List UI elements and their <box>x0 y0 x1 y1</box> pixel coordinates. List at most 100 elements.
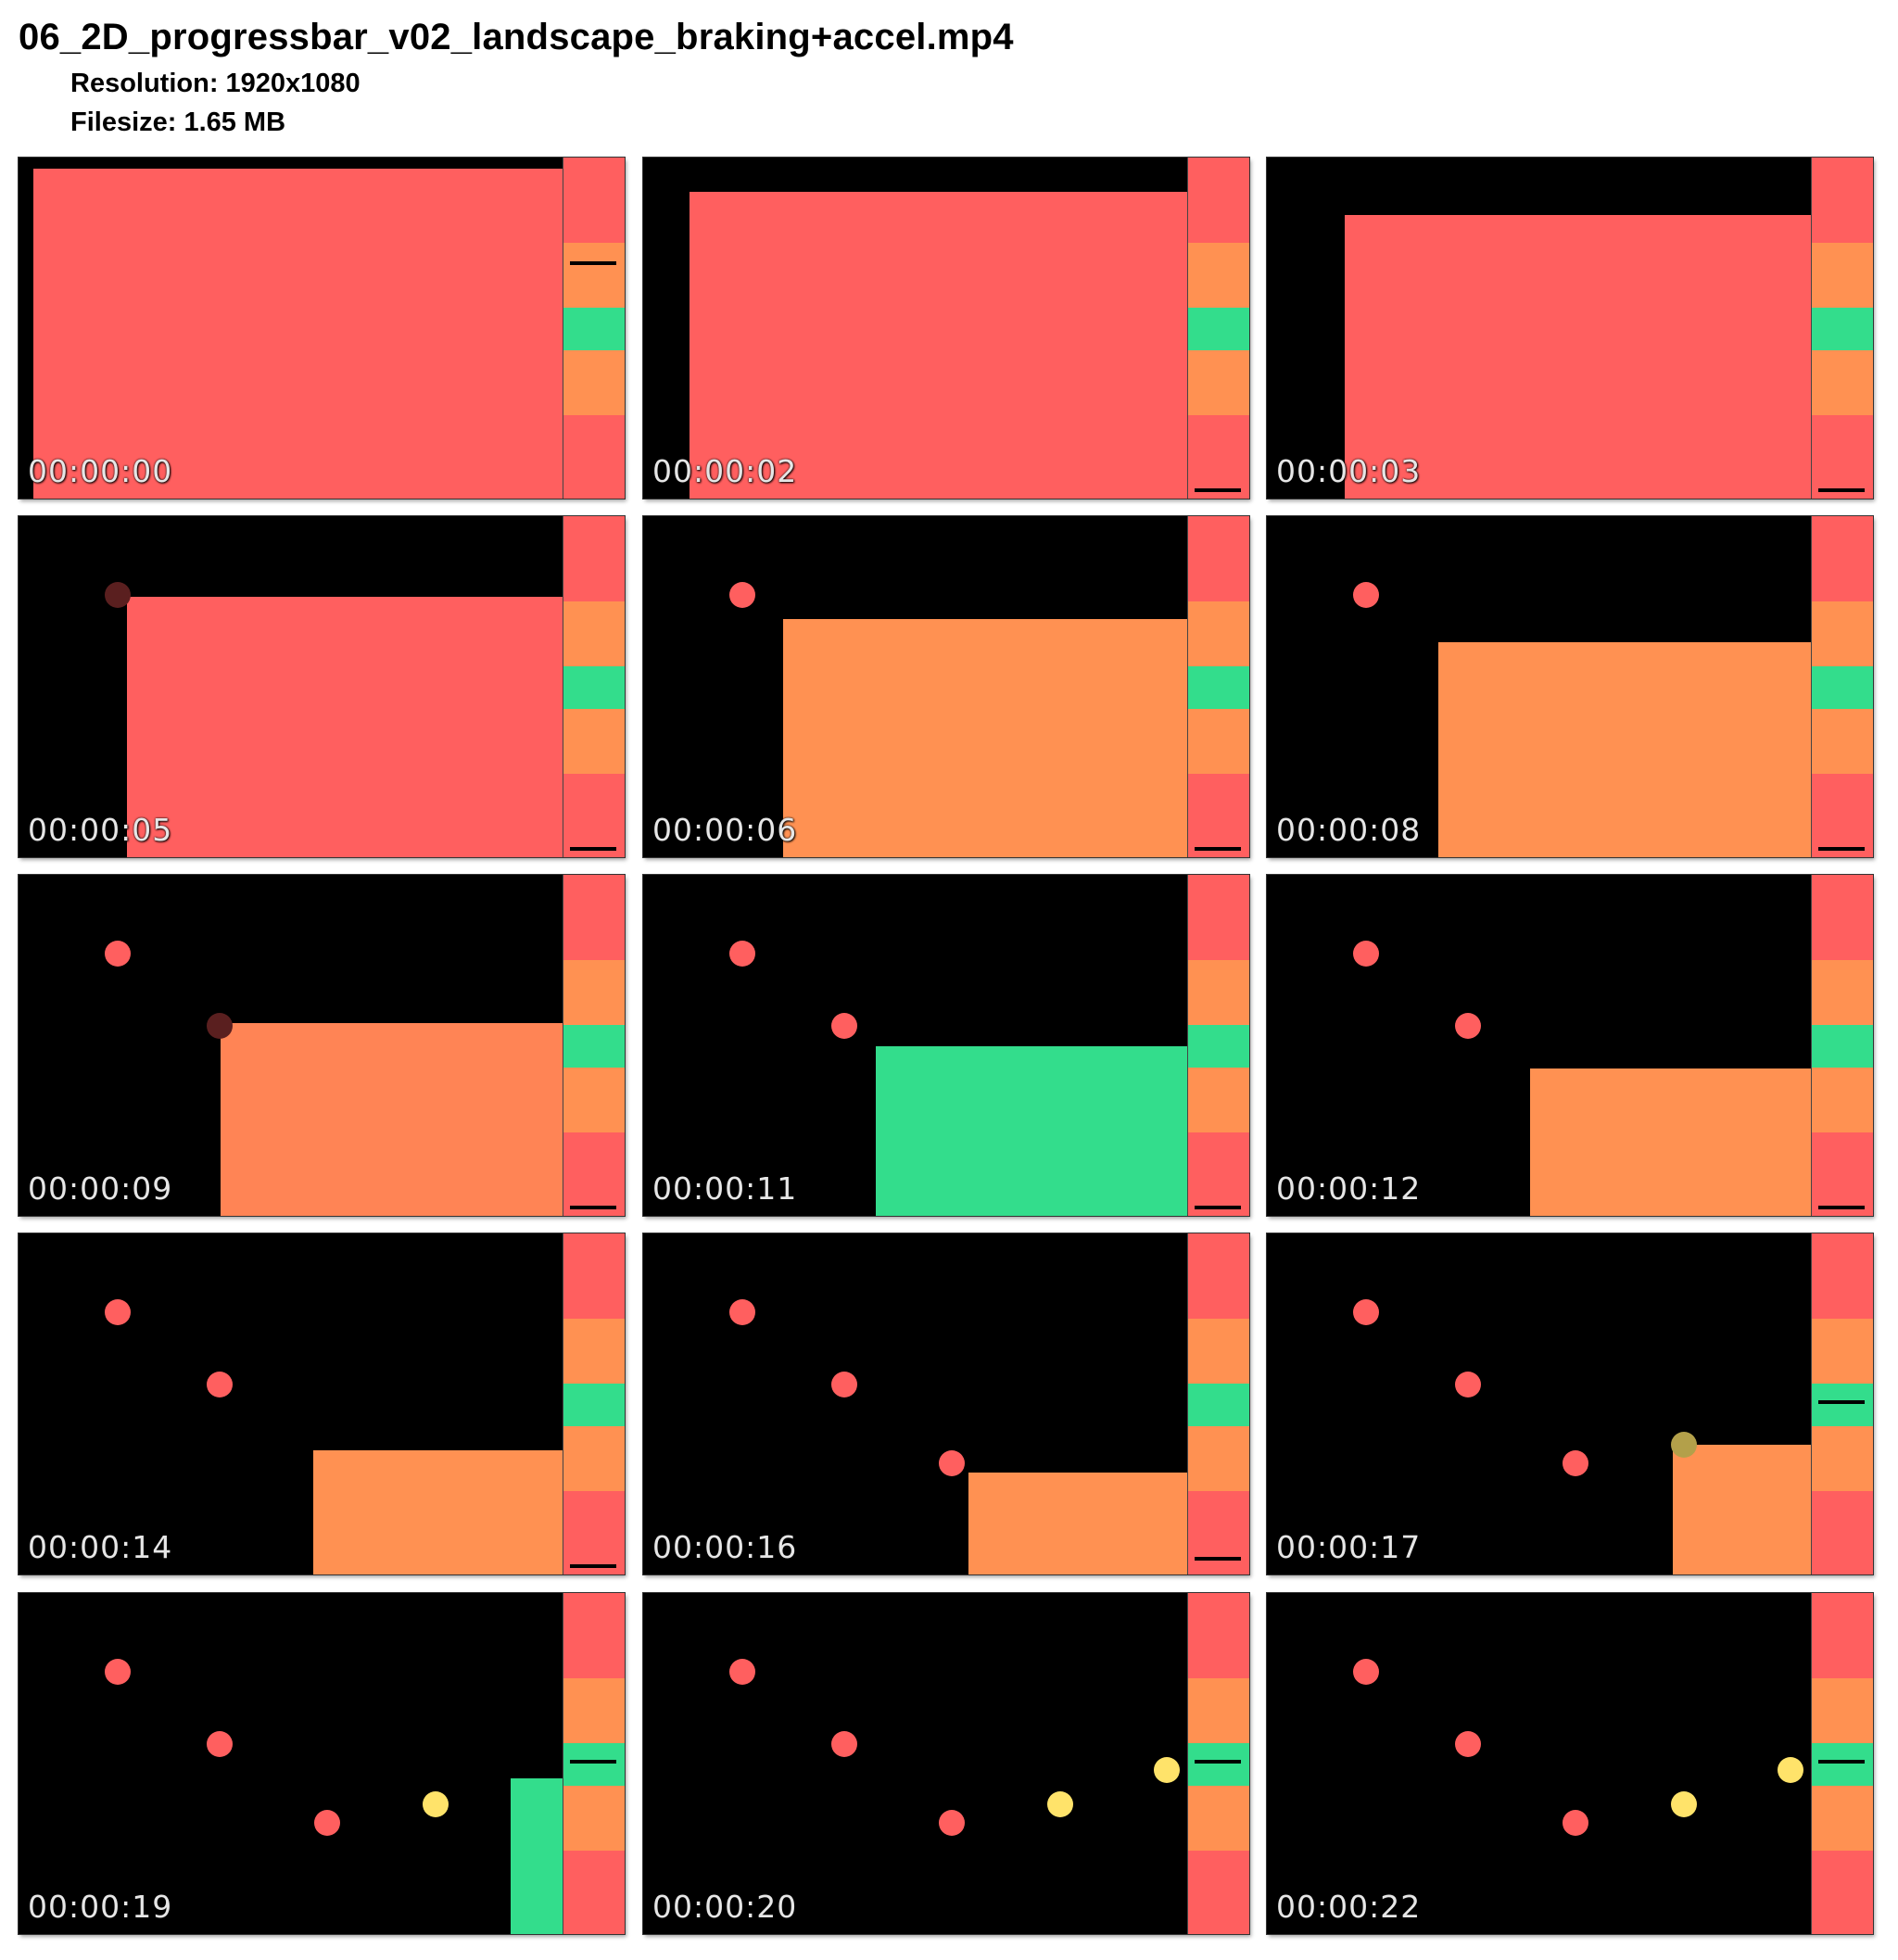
trail-dot <box>1671 1432 1697 1458</box>
color-zone-band <box>1187 665 1249 709</box>
trail-dot <box>207 1731 233 1757</box>
trail-dot <box>1353 1659 1379 1685</box>
frame-timestamp: 00:00:08 <box>1276 812 1422 848</box>
color-zone-band <box>1811 1678 1873 1743</box>
trail-dot <box>729 941 755 967</box>
video-frame-thumbnail[interactable]: 00:00:09 <box>18 874 626 1217</box>
color-zone-stack <box>1187 1593 1249 1934</box>
color-zone-band <box>1187 1319 1249 1384</box>
color-zone-band <box>1811 1024 1873 1068</box>
color-zone-band <box>563 1593 625 1678</box>
frame-timestamp: 00:00:22 <box>1276 1889 1422 1925</box>
trail-dot <box>423 1791 449 1817</box>
color-zone-band <box>563 349 625 415</box>
color-zone-band <box>1187 1593 1249 1678</box>
color-zone-band <box>1187 307 1249 350</box>
video-frame-thumbnail[interactable]: 00:00:02 <box>642 157 1250 499</box>
color-zone-band <box>1187 1850 1249 1934</box>
color-zone-stack <box>1187 158 1249 499</box>
position-marker <box>1195 1205 1241 1209</box>
color-zone-band <box>1187 1067 1249 1132</box>
progress-block <box>1530 1069 1811 1216</box>
color-zone-band <box>1187 1490 1249 1574</box>
trail-dot <box>729 1659 755 1685</box>
frame-timestamp: 00:00:19 <box>28 1889 173 1925</box>
video-frame-thumbnail[interactable]: 00:00:05 <box>18 515 626 858</box>
trail-dot <box>105 1659 131 1685</box>
video-frame-thumbnail[interactable]: 00:00:12 <box>1266 874 1874 1217</box>
color-zone-band <box>1811 243 1873 308</box>
color-zone-band <box>1811 1132 1873 1216</box>
color-zone-band <box>563 773 625 857</box>
video-frame-thumbnail[interactable]: 00:00:03 <box>1266 157 1874 499</box>
color-zone-band <box>563 1024 625 1068</box>
color-zone-band <box>1187 875 1249 960</box>
color-zone-stack <box>1811 875 1873 1216</box>
video-frame-thumbnail[interactable]: 00:00:11 <box>642 874 1250 1217</box>
color-zone-stack <box>1187 1233 1249 1574</box>
video-frame-thumbnail[interactable]: 00:00:17 <box>1266 1233 1874 1575</box>
frame-timestamp: 00:00:00 <box>28 453 173 489</box>
trail-dot <box>1455 1731 1481 1757</box>
color-zone-band <box>563 1490 625 1574</box>
video-frame-thumbnail[interactable]: 00:00:08 <box>1266 515 1874 858</box>
color-zone-band <box>1187 1132 1249 1216</box>
trail-dot <box>1353 941 1379 967</box>
position-marker <box>1818 1400 1865 1405</box>
position-marker <box>1818 1205 1865 1209</box>
color-zone-band <box>563 665 625 709</box>
color-zone-band <box>1187 708 1249 774</box>
color-zone-band <box>1811 307 1873 350</box>
progress-block <box>511 1778 563 1934</box>
resolution-line: Resolution: 1920x1080 <box>70 69 361 99</box>
video-frame-thumbnail[interactable]: 00:00:00 <box>18 157 626 499</box>
color-zone-stack <box>1187 516 1249 857</box>
frame-timestamp: 00:00:12 <box>1276 1170 1422 1207</box>
color-zone-stack <box>1187 875 1249 1216</box>
video-frame-thumbnail[interactable]: 00:00:22 <box>1266 1592 1874 1935</box>
video-frame-thumbnail[interactable]: 00:00:16 <box>642 1233 1250 1575</box>
color-zone-band <box>1811 665 1873 709</box>
color-zone-band <box>563 243 625 308</box>
video-frame-thumbnail[interactable]: 00:00:06 <box>642 515 1250 858</box>
trail-dot <box>1671 1791 1697 1817</box>
frame-timestamp: 00:00:05 <box>28 812 173 848</box>
trail-dot <box>1455 1013 1481 1039</box>
position-marker <box>570 261 616 266</box>
color-zone-stack <box>563 1233 625 1574</box>
trail-dot <box>1778 1757 1803 1783</box>
position-marker <box>570 1205 616 1209</box>
progress-block <box>876 1046 1187 1216</box>
video-frame-thumbnail[interactable]: 00:00:20 <box>642 1592 1250 1935</box>
color-zone-band <box>1187 1785 1249 1851</box>
color-zone-band <box>1187 773 1249 857</box>
video-frame-thumbnail[interactable]: 00:00:14 <box>18 1233 626 1575</box>
video-frame-thumbnail[interactable]: 00:00:19 <box>18 1592 626 1935</box>
color-zone-stack <box>1811 158 1873 499</box>
position-marker <box>1195 1760 1241 1764</box>
color-zone-band <box>1187 349 1249 415</box>
color-zone-band <box>1811 1319 1873 1384</box>
trail-dot <box>314 1810 340 1836</box>
trail-dot <box>831 1372 857 1397</box>
stack-divider <box>1811 1593 1812 1934</box>
color-zone-stack <box>563 1593 625 1934</box>
color-zone-band <box>1187 1024 1249 1068</box>
frame-timestamp: 00:00:11 <box>652 1170 798 1207</box>
progress-block <box>221 1023 563 1216</box>
position-marker <box>1195 846 1241 851</box>
filesize-line: Filesize: 1.65 MB <box>70 107 285 138</box>
frame-timestamp: 00:00:20 <box>652 1889 798 1925</box>
file-name-title: 06_2D_progressbar_v02_landscape_braking+… <box>19 17 1014 57</box>
color-zone-band <box>563 960 625 1025</box>
color-zone-band <box>1187 1742 1249 1786</box>
stack-divider <box>1811 516 1812 857</box>
color-zone-band <box>1811 516 1873 601</box>
frame-timestamp: 00:00:09 <box>28 1170 173 1207</box>
trail-dot <box>831 1013 857 1039</box>
color-zone-band <box>563 1678 625 1743</box>
trail-dot <box>831 1731 857 1757</box>
color-zone-band <box>1811 960 1873 1025</box>
trail-dot <box>1047 1791 1073 1817</box>
color-zone-band <box>1811 601 1873 666</box>
